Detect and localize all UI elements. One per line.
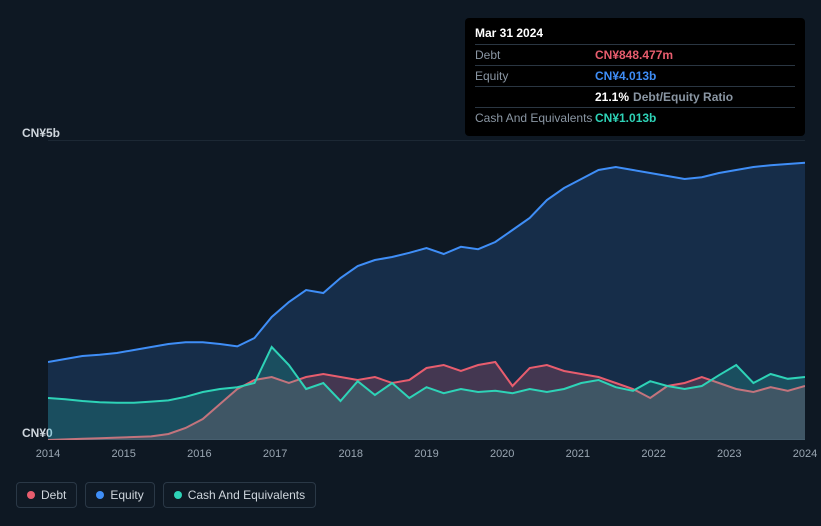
y-axis-top-label: CN¥5b: [22, 126, 60, 140]
x-tick: 2020: [490, 448, 514, 460]
x-tick: 2017: [263, 448, 287, 460]
legend-item-debt[interactable]: Debt: [16, 482, 77, 508]
financial-chart[interactable]: [48, 140, 805, 440]
dot-icon: [27, 491, 35, 499]
dot-icon: [96, 491, 104, 499]
x-axis: 2014201520162017201820192020202120222023…: [48, 448, 805, 466]
x-tick: 2024: [793, 448, 817, 460]
tooltip-ratio-pct: 21.1%: [595, 90, 629, 104]
x-tick: 2022: [641, 448, 665, 460]
tooltip-equity-value: CN¥4.013b: [595, 69, 656, 83]
x-tick: 2014: [36, 448, 60, 460]
legend-item-cash[interactable]: Cash And Equivalents: [163, 482, 316, 508]
x-tick: 2023: [717, 448, 741, 460]
x-tick: 2018: [339, 448, 363, 460]
tooltip-row-ratio: 21.1% Debt/Equity Ratio: [475, 86, 795, 107]
legend-label: Equity: [110, 488, 143, 502]
tooltip-row-cash: Cash And Equivalents CN¥1.013b: [475, 107, 795, 128]
dot-icon: [174, 491, 182, 499]
tooltip-cash-value: CN¥1.013b: [595, 111, 656, 125]
tooltip-ratio-spacer: [475, 90, 595, 104]
tooltip-ratio-value: 21.1% Debt/Equity Ratio: [595, 90, 733, 104]
x-tick: 2021: [566, 448, 590, 460]
x-tick: 2016: [187, 448, 211, 460]
tooltip-row-equity: Equity CN¥4.013b: [475, 65, 795, 86]
legend-item-equity[interactable]: Equity: [85, 482, 154, 508]
tooltip-debt-label: Debt: [475, 48, 595, 62]
tooltip-date: Mar 31 2024: [475, 26, 795, 40]
chart-tooltip: Mar 31 2024 Debt CN¥848.477m Equity CN¥4…: [465, 18, 805, 136]
tooltip-debt-value: CN¥848.477m: [595, 48, 673, 62]
tooltip-ratio-label: Debt/Equity Ratio: [633, 90, 733, 104]
legend-label: Debt: [41, 488, 66, 502]
x-tick: 2019: [414, 448, 438, 460]
legend: Debt Equity Cash And Equivalents: [16, 482, 316, 508]
tooltip-equity-label: Equity: [475, 69, 595, 83]
tooltip-row-debt: Debt CN¥848.477m: [475, 44, 795, 65]
x-tick: 2015: [111, 448, 135, 460]
legend-label: Cash And Equivalents: [188, 488, 305, 502]
tooltip-cash-label: Cash And Equivalents: [475, 111, 595, 125]
chart-svg: [48, 140, 805, 440]
